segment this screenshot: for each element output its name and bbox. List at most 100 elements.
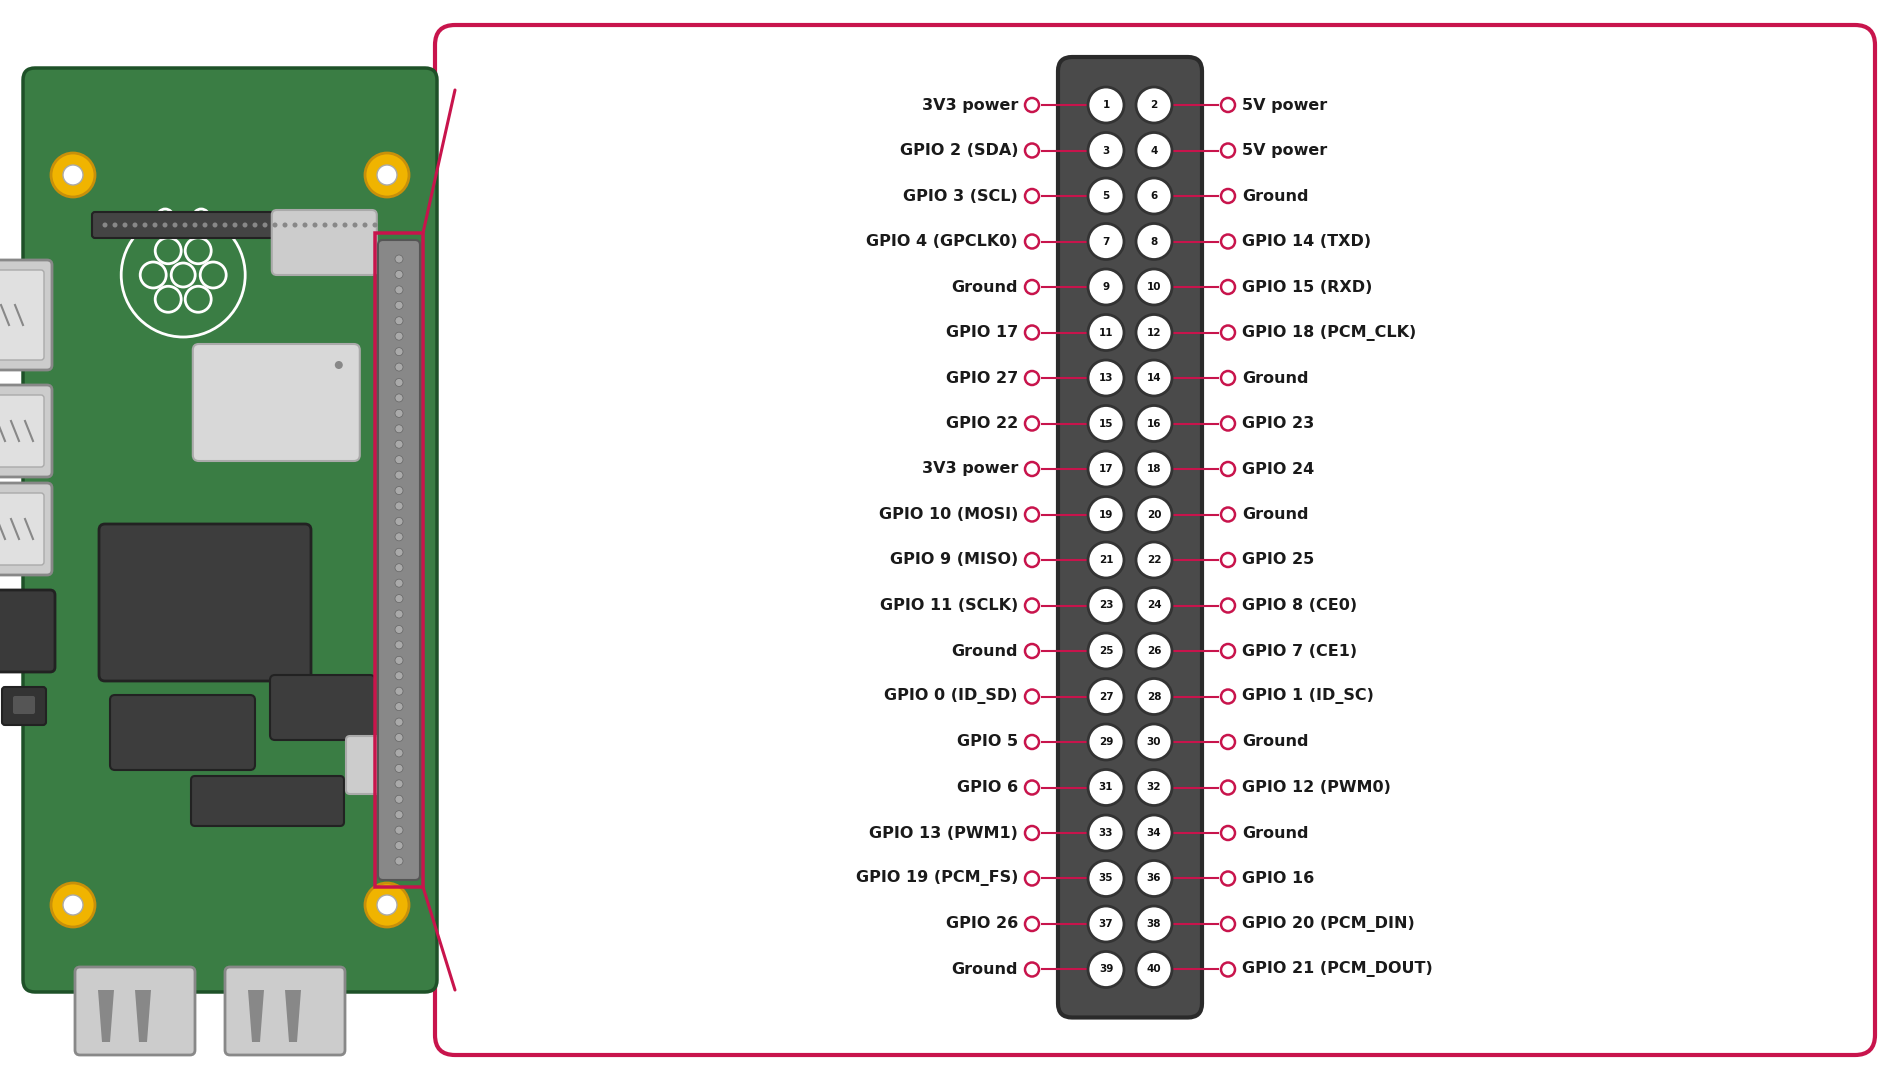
Circle shape xyxy=(1220,325,1235,339)
Circle shape xyxy=(1025,144,1038,158)
Circle shape xyxy=(1220,598,1235,612)
FancyBboxPatch shape xyxy=(271,210,376,275)
FancyBboxPatch shape xyxy=(13,696,36,714)
Circle shape xyxy=(1136,542,1171,578)
Text: 34: 34 xyxy=(1147,828,1160,838)
Circle shape xyxy=(395,625,402,634)
Text: GPIO 22: GPIO 22 xyxy=(946,416,1017,431)
Circle shape xyxy=(182,222,188,228)
Circle shape xyxy=(395,348,402,355)
Circle shape xyxy=(51,153,96,197)
Circle shape xyxy=(1025,325,1038,339)
Circle shape xyxy=(333,222,337,228)
Text: GPIO 11 (SCLK): GPIO 11 (SCLK) xyxy=(880,598,1017,613)
Text: GPIO 20 (PCM_DIN): GPIO 20 (PCM_DIN) xyxy=(1241,916,1414,932)
Circle shape xyxy=(222,222,227,228)
Text: GPIO 0 (ID_SD): GPIO 0 (ID_SD) xyxy=(884,689,1017,704)
Circle shape xyxy=(1025,598,1038,612)
Text: 17: 17 xyxy=(1098,464,1113,474)
Circle shape xyxy=(1136,405,1171,442)
FancyBboxPatch shape xyxy=(226,967,344,1055)
Text: GPIO 18 (PCM_CLK): GPIO 18 (PCM_CLK) xyxy=(1241,324,1416,340)
Circle shape xyxy=(1136,224,1171,259)
Text: 15: 15 xyxy=(1098,419,1113,429)
Circle shape xyxy=(1025,462,1038,476)
Text: GPIO 26: GPIO 26 xyxy=(946,917,1017,931)
Text: 13: 13 xyxy=(1098,373,1113,383)
Circle shape xyxy=(113,222,117,228)
Text: GPIO 23: GPIO 23 xyxy=(1241,416,1314,431)
Text: 25: 25 xyxy=(1098,646,1113,656)
Circle shape xyxy=(395,441,402,448)
Circle shape xyxy=(395,718,402,726)
Circle shape xyxy=(1220,826,1235,840)
Text: GPIO 1 (ID_SC): GPIO 1 (ID_SC) xyxy=(1241,689,1372,704)
Circle shape xyxy=(1087,405,1124,442)
Circle shape xyxy=(395,795,402,804)
Text: GPIO 9 (MISO): GPIO 9 (MISO) xyxy=(889,553,1017,567)
Circle shape xyxy=(335,361,342,369)
Circle shape xyxy=(312,222,318,228)
Circle shape xyxy=(212,222,218,228)
Circle shape xyxy=(62,895,83,915)
Circle shape xyxy=(395,811,402,819)
Text: 35: 35 xyxy=(1098,874,1113,883)
Text: GPIO 25: GPIO 25 xyxy=(1241,553,1314,567)
Text: 4: 4 xyxy=(1151,146,1156,156)
Circle shape xyxy=(1136,451,1171,487)
Circle shape xyxy=(1025,508,1038,522)
Text: GPIO 7 (CE1): GPIO 7 (CE1) xyxy=(1241,644,1355,659)
Text: 1: 1 xyxy=(1102,100,1109,110)
Circle shape xyxy=(122,222,128,228)
Circle shape xyxy=(1025,553,1038,567)
Text: 3V3 power: 3V3 power xyxy=(921,461,1017,476)
Text: Ground: Ground xyxy=(1241,189,1308,203)
Circle shape xyxy=(132,222,137,228)
Circle shape xyxy=(1087,178,1124,214)
FancyBboxPatch shape xyxy=(192,777,344,826)
Circle shape xyxy=(395,748,402,757)
Circle shape xyxy=(1087,314,1124,351)
Circle shape xyxy=(365,883,408,927)
Text: 8: 8 xyxy=(1151,237,1156,246)
FancyBboxPatch shape xyxy=(0,260,53,370)
Circle shape xyxy=(173,222,177,228)
Circle shape xyxy=(395,517,402,525)
Text: 27: 27 xyxy=(1098,691,1113,702)
Circle shape xyxy=(395,378,402,387)
Circle shape xyxy=(1025,735,1038,750)
FancyBboxPatch shape xyxy=(0,590,55,672)
Circle shape xyxy=(342,222,348,228)
Text: 39: 39 xyxy=(1098,964,1113,974)
Text: GPIO 24: GPIO 24 xyxy=(1241,461,1314,476)
Text: Ground: Ground xyxy=(1241,825,1308,840)
Text: GPIO 16: GPIO 16 xyxy=(1241,870,1314,886)
Circle shape xyxy=(395,270,402,279)
Text: 5V power: 5V power xyxy=(1241,143,1327,158)
Text: 16: 16 xyxy=(1147,419,1160,429)
Circle shape xyxy=(1136,861,1171,896)
Circle shape xyxy=(1025,417,1038,431)
Circle shape xyxy=(1136,724,1171,760)
Text: 23: 23 xyxy=(1098,600,1113,610)
FancyBboxPatch shape xyxy=(2,687,45,725)
Circle shape xyxy=(1136,269,1171,305)
Circle shape xyxy=(1220,508,1235,522)
Circle shape xyxy=(1087,360,1124,396)
Text: 28: 28 xyxy=(1147,691,1160,702)
Circle shape xyxy=(376,165,397,185)
Circle shape xyxy=(1025,689,1038,703)
Circle shape xyxy=(395,286,402,294)
Text: 20: 20 xyxy=(1147,510,1160,519)
Text: 36: 36 xyxy=(1147,874,1160,883)
Circle shape xyxy=(395,564,402,571)
Text: 11: 11 xyxy=(1098,327,1113,338)
Circle shape xyxy=(1087,87,1124,123)
Text: 19: 19 xyxy=(1098,510,1113,519)
Circle shape xyxy=(1025,234,1038,248)
Text: 40: 40 xyxy=(1147,964,1160,974)
Circle shape xyxy=(395,657,402,664)
Text: 14: 14 xyxy=(1147,373,1160,383)
Circle shape xyxy=(1136,360,1171,396)
Circle shape xyxy=(395,255,402,264)
